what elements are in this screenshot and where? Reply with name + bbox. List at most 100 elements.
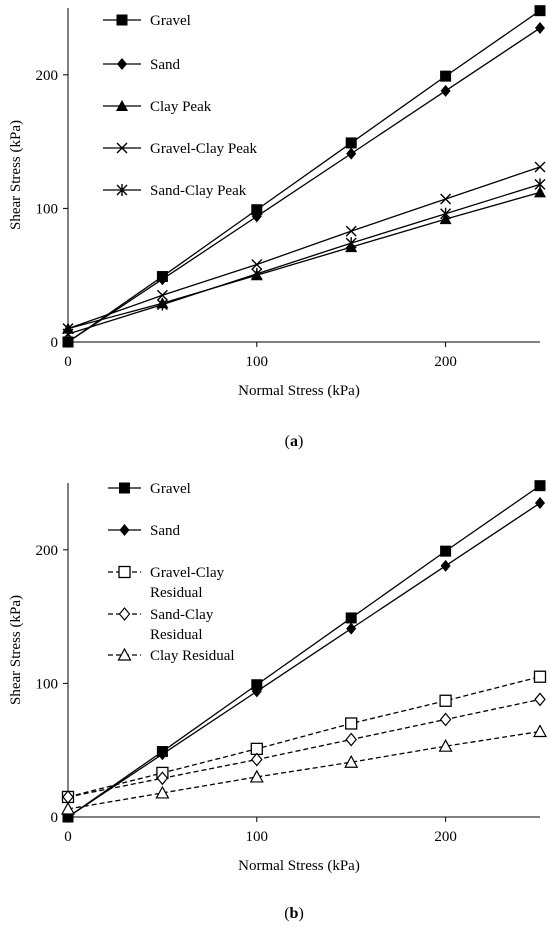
data-point bbox=[345, 732, 357, 747]
data-point bbox=[344, 754, 359, 768]
series-sand bbox=[63, 497, 545, 823]
data-point bbox=[439, 694, 452, 707]
legend-label: Residual bbox=[150, 585, 203, 601]
series-clay-residual bbox=[60, 724, 548, 815]
series-line bbox=[67, 502, 541, 818]
series-line bbox=[67, 27, 541, 343]
data-point bbox=[534, 161, 546, 173]
legend-label: Gravel-Clay bbox=[150, 565, 225, 581]
data-point bbox=[346, 622, 357, 635]
data-point bbox=[251, 752, 263, 767]
series-sand bbox=[63, 22, 545, 348]
data-point bbox=[535, 22, 545, 35]
x-tick-label: 0 bbox=[64, 354, 72, 370]
legend-marker bbox=[116, 184, 128, 196]
data-point bbox=[345, 612, 357, 624]
data-point bbox=[440, 84, 451, 97]
data-point bbox=[251, 259, 263, 271]
data-point bbox=[534, 5, 546, 17]
data-point bbox=[438, 738, 453, 752]
legend-label: Sand bbox=[150, 523, 181, 539]
legend-item: Gravel bbox=[103, 13, 191, 29]
chart-b: 0 100 200 0 100 200 Normal Stress (kPa) Shear S… bbox=[8, 480, 548, 922]
legend-marker bbox=[116, 142, 128, 154]
data-point bbox=[534, 178, 546, 191]
x-tick-label: 100 bbox=[246, 354, 269, 370]
y-tick-label: 100 bbox=[36, 676, 59, 692]
legend-marker bbox=[118, 565, 131, 579]
data-point bbox=[251, 210, 262, 223]
legend-label: Sand-Clay bbox=[150, 607, 214, 623]
legend-item: Sand bbox=[108, 523, 181, 539]
legend-item: Clay Residual bbox=[108, 647, 235, 664]
x-axis-title: Normal Stress (kPa) bbox=[238, 383, 360, 399]
data-point bbox=[251, 204, 263, 216]
series-line bbox=[67, 698, 541, 798]
series-gravel-clay-peak bbox=[62, 161, 546, 335]
panel-caption: (b) bbox=[284, 905, 304, 922]
y-axis-title: Shear Stress (kPa) bbox=[8, 120, 24, 230]
data-point bbox=[534, 186, 546, 198]
series-line bbox=[67, 485, 541, 818]
series-sand-clay-residual bbox=[62, 692, 546, 804]
data-point bbox=[156, 298, 168, 311]
series-line bbox=[67, 166, 541, 330]
series-clay-peak bbox=[62, 186, 546, 334]
x-tick-label: 0 bbox=[64, 829, 72, 845]
y-tick-label: 100 bbox=[36, 201, 59, 217]
series-line bbox=[67, 10, 541, 343]
data-point bbox=[62, 327, 74, 340]
x-tick-label: 100 bbox=[246, 829, 269, 845]
series-gravel-clay-residual bbox=[61, 670, 547, 804]
legend-item: Sand-Clay Peak bbox=[103, 183, 247, 199]
data-point bbox=[157, 273, 168, 286]
legend-label: Sand bbox=[150, 57, 181, 73]
legend-item: Gravel bbox=[108, 481, 191, 497]
data-point bbox=[345, 237, 357, 250]
series-sand-clay-peak bbox=[62, 178, 546, 340]
data-point bbox=[251, 679, 263, 691]
legend-item: Sand bbox=[103, 57, 181, 73]
data-point bbox=[534, 480, 546, 492]
data-point bbox=[440, 70, 452, 82]
data-point bbox=[533, 670, 547, 683]
data-point bbox=[345, 137, 357, 149]
legend-marker bbox=[117, 647, 132, 661]
legend-marker bbox=[117, 58, 127, 70]
data-point bbox=[249, 769, 264, 783]
data-point bbox=[439, 712, 452, 727]
series-gravel bbox=[62, 480, 546, 823]
legend-marker bbox=[119, 482, 130, 494]
data-point bbox=[440, 207, 452, 220]
legend-item: Clay Peak bbox=[103, 99, 212, 115]
y-tick-label: 0 bbox=[51, 810, 59, 826]
data-point bbox=[345, 717, 358, 730]
legend-item: Gravel-Clay Residual bbox=[108, 565, 225, 601]
data-point bbox=[155, 785, 170, 799]
data-point bbox=[535, 497, 545, 510]
x-tick-label: 200 bbox=[434, 829, 457, 845]
legend-label: Gravel bbox=[150, 13, 191, 29]
legend-label: Gravel bbox=[150, 481, 191, 497]
legend-item: Sand-Clay Residual bbox=[108, 607, 214, 643]
data-point bbox=[346, 147, 357, 160]
data-point bbox=[440, 559, 451, 572]
y-tick-label: 200 bbox=[36, 68, 59, 84]
data-point bbox=[156, 771, 169, 786]
data-point bbox=[532, 724, 548, 738]
data-point bbox=[534, 692, 546, 707]
legend-label: Clay Residual bbox=[150, 648, 235, 664]
data-point bbox=[60, 801, 76, 815]
y-axis-title: Shear Stress (kPa) bbox=[8, 595, 24, 705]
legend-marker bbox=[118, 607, 131, 621]
data-point bbox=[440, 193, 452, 205]
data-point bbox=[345, 225, 357, 237]
data-point bbox=[63, 336, 73, 348]
legend-marker bbox=[119, 524, 130, 536]
legend-item: Gravel-Clay Peak bbox=[103, 141, 258, 157]
data-point bbox=[157, 748, 168, 761]
y-tick-label: 200 bbox=[36, 543, 59, 559]
series-gravel bbox=[62, 5, 546, 348]
chart-a: 0 100 200 0 100 200 Normal Stress (kPa) Shear S… bbox=[8, 5, 546, 450]
